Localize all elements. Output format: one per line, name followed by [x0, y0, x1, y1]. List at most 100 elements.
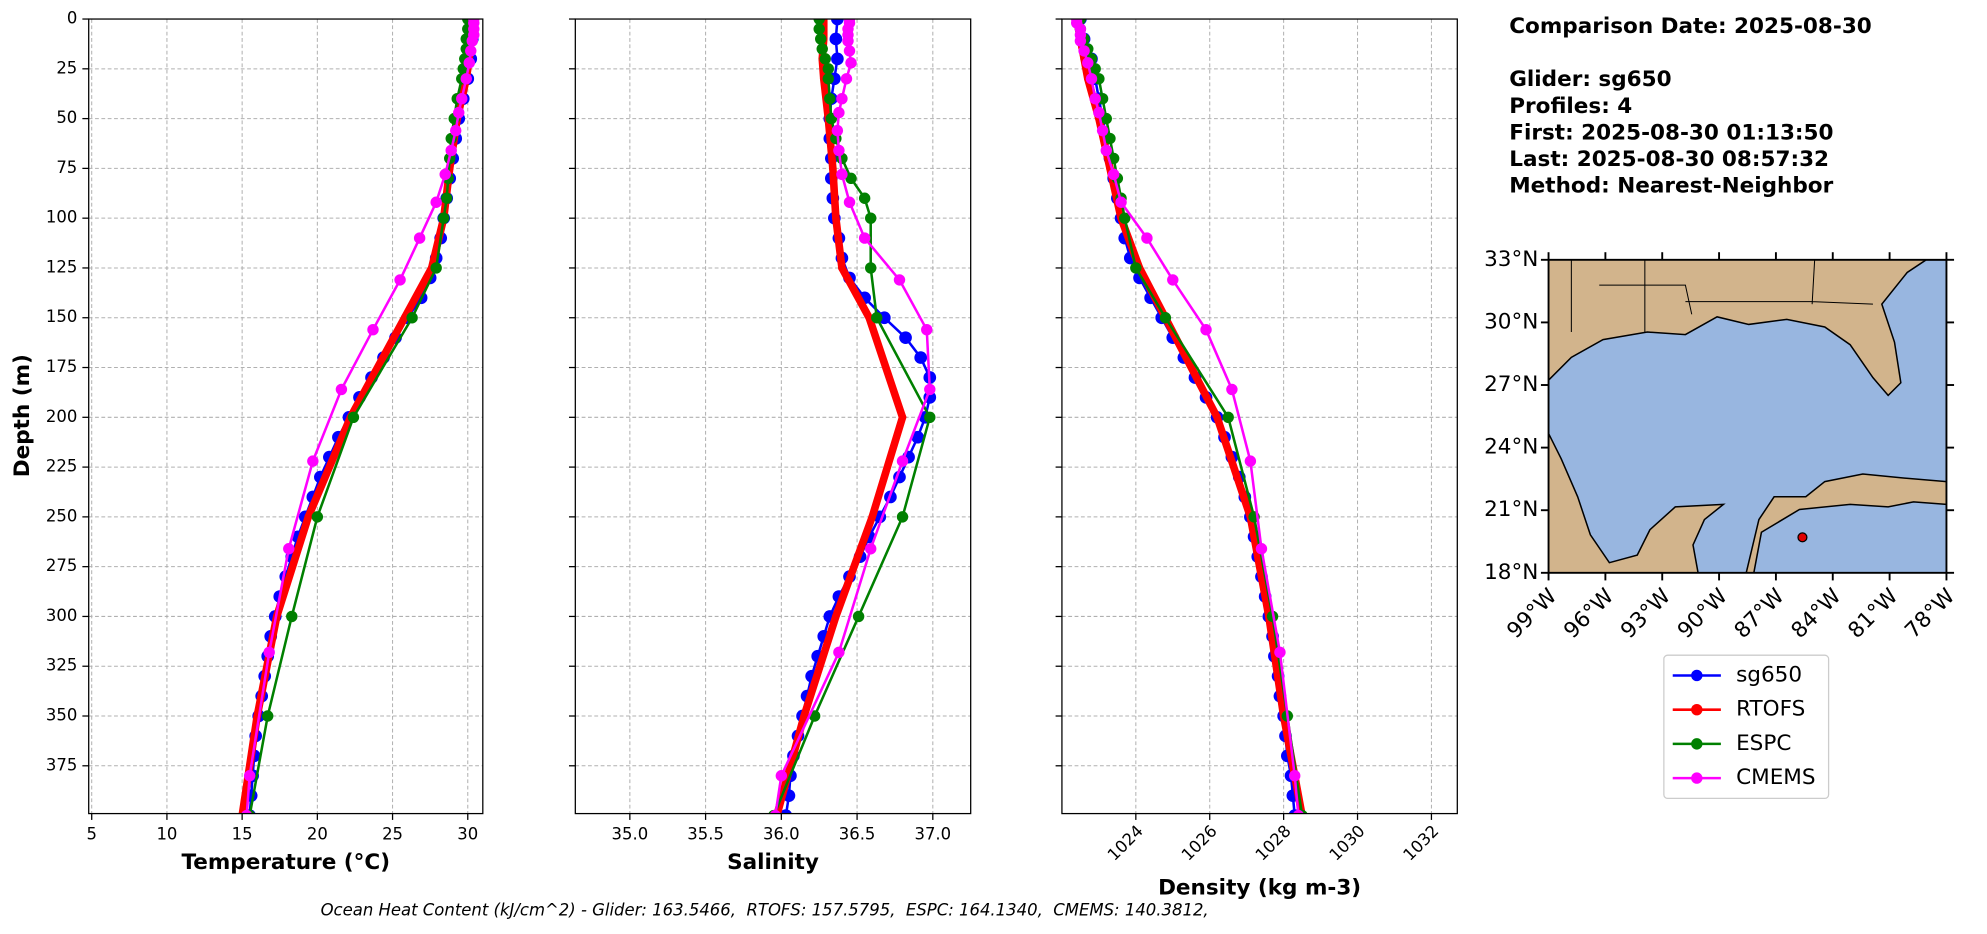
profile-point: [1074, 35, 1087, 47]
profile-point: [845, 172, 857, 185]
profile-point: [413, 232, 426, 244]
legend: sg650 RTOFS ESPC CMEMS: [1663, 654, 1830, 800]
legend-label: CMEMS: [1736, 765, 1815, 790]
lat-label: 27°N: [1484, 372, 1538, 397]
profile-point: [400, 313, 409, 322]
profile-point: [868, 513, 877, 521]
y-tick-label: 125: [46, 257, 77, 276]
profile-point: [831, 52, 844, 66]
profile-point: [1078, 45, 1090, 57]
profile-point: [831, 19, 844, 26]
x-tick-label: 37.0: [914, 825, 951, 844]
profile-point: [831, 124, 844, 137]
profile-point: [865, 543, 877, 555]
profile-point: [832, 214, 840, 222]
x-tick-label: 35.0: [612, 825, 649, 844]
profile-point: [311, 511, 324, 523]
plot-area: [238, 19, 480, 814]
profile-point: [829, 164, 837, 173]
profile-point: [898, 413, 907, 422]
lon-label: 99°W: [1502, 584, 1562, 644]
x-tick-label: 30: [457, 825, 478, 844]
x-tick-label: 1026: [1178, 821, 1221, 864]
profile-point: [833, 646, 845, 658]
profile-point: [800, 712, 808, 720]
lon-label: 87°W: [1730, 584, 1790, 644]
profile-point: [1107, 168, 1120, 181]
profile-point: [858, 232, 871, 244]
legend-marker: [1691, 703, 1703, 716]
info-line: Comparison Date: 2025-08-30: [1509, 14, 1872, 39]
profile-point: [822, 63, 834, 75]
legend-label: sg650: [1736, 662, 1802, 687]
profile-point: [1226, 383, 1238, 396]
profile-point: [1159, 312, 1172, 324]
gulf-water: [1548, 259, 1947, 573]
lon-label: 93°W: [1616, 584, 1676, 644]
profile-point: [813, 19, 825, 25]
profile-point: [843, 196, 856, 208]
lat-label: 30°N: [1484, 309, 1538, 334]
y-tick-label: 100: [46, 208, 77, 227]
lat-label: 33°N: [1484, 247, 1538, 272]
profile-point: [1130, 262, 1142, 274]
profile-point: [1213, 413, 1221, 422]
axes-frame: [574, 18, 972, 815]
profile-point: [865, 313, 873, 322]
info-line: Glider: sg650: [1509, 67, 1671, 92]
legend-marker: [1691, 669, 1703, 682]
lon-label: 84°W: [1787, 584, 1847, 644]
y-tick-label: 300: [46, 606, 77, 625]
profile-point: [1289, 770, 1301, 782]
y-tick-label: 375: [46, 755, 77, 774]
lon-label: 78°W: [1900, 584, 1960, 644]
profile-point: [263, 646, 275, 658]
profile-point: [1274, 646, 1286, 658]
profile-point: [815, 33, 827, 45]
profile-point: [241, 809, 252, 814]
x-axis-label: Salinity: [727, 850, 819, 875]
profile-point: [430, 262, 442, 274]
info-line: Last: 2025-08-30 08:57:32: [1509, 147, 1829, 172]
lat-label: 24°N: [1484, 435, 1538, 460]
profile-point: [1200, 323, 1212, 336]
y-axis-label: Depth (m): [10, 354, 35, 477]
profile-point: [445, 144, 457, 157]
profile-point: [1104, 132, 1116, 145]
profile-point: [871, 312, 883, 324]
profile-point: [769, 809, 781, 814]
profile-point: [896, 455, 909, 467]
profile-point: [833, 144, 845, 157]
profile-point: [819, 53, 831, 65]
profile-point: [439, 168, 451, 181]
x-tick-label: 1024: [1104, 821, 1147, 864]
y-tick-label: 75: [56, 158, 77, 177]
profile-point: [914, 351, 928, 364]
lon-label: 81°W: [1843, 584, 1903, 644]
profile-point: [813, 23, 825, 35]
profile-point: [1085, 73, 1098, 85]
profile-point: [842, 35, 854, 47]
profile-point: [243, 770, 256, 782]
profile-point: [852, 610, 865, 623]
profile-point: [824, 92, 836, 105]
footer: Ocean Heat Content (kJ/cm^2) - Glider: 1…: [321, 901, 1209, 920]
profile-point: [911, 430, 925, 444]
profile-point: [1167, 274, 1179, 286]
profile-point: [466, 35, 478, 47]
profile-point: [1096, 124, 1109, 137]
profile-point: [779, 809, 792, 814]
axes-frame: [1061, 18, 1458, 815]
profile-point: [1244, 455, 1257, 467]
profile-point: [307, 455, 319, 467]
profile-point: [845, 57, 857, 69]
x-tick-label: 1030: [1326, 821, 1369, 864]
lat-label: 18°N: [1484, 560, 1538, 585]
y-tick-label: 175: [46, 357, 77, 376]
profile-point: [463, 57, 475, 69]
x-axis-label: Density (kg m-3): [1158, 875, 1361, 900]
profile-point: [833, 106, 845, 119]
profile-point: [858, 192, 871, 204]
profile-point: [347, 411, 360, 424]
